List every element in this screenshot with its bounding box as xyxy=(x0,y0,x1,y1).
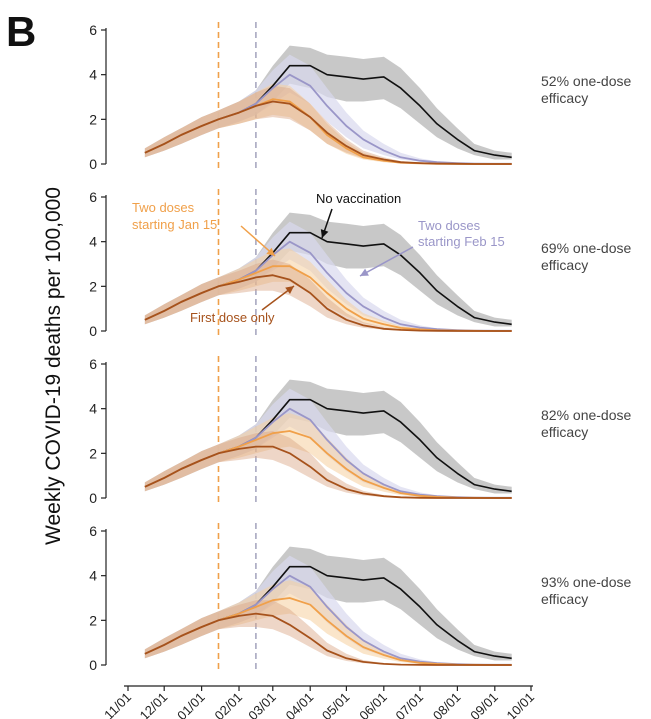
x-tick-label: 04/01 xyxy=(283,690,317,719)
arrow-no-vaccination-head xyxy=(320,229,329,238)
arrow-feb15-head xyxy=(360,268,369,276)
series-line-first-dose xyxy=(144,445,512,499)
annotation-no-vaccination: No vaccination xyxy=(316,191,401,206)
y-tick-label: 0 xyxy=(89,657,97,673)
efficacy-label-line1: 52% one-dose xyxy=(541,73,632,89)
y-tick-label: 4 xyxy=(89,67,97,83)
series-line-first-dose xyxy=(144,612,512,666)
band-feb15 xyxy=(144,221,512,331)
y-tick-label: 0 xyxy=(89,323,97,339)
efficacy-label-line1: 82% one-dose xyxy=(541,407,632,423)
x-axis: 11/01 12/01 01/01 02/01 03/01 04/01 05/01 06/01… xyxy=(101,685,538,719)
x-tick-label: 10/01 xyxy=(504,690,538,719)
band-first-dose xyxy=(144,259,512,331)
band-jan15 xyxy=(144,83,512,164)
y-tick-label: 6 xyxy=(89,189,97,205)
band-jan15 xyxy=(144,248,512,331)
y-axis-label: Weekly COVID-19 deaths per 100,000 xyxy=(42,187,65,545)
y-tick-label: 0 xyxy=(89,156,97,172)
y-tick-label: 6 xyxy=(89,356,97,372)
band-no-vaccination xyxy=(144,212,512,327)
efficacy-label-line2: efficacy xyxy=(541,257,588,273)
efficacy-label-line2: efficacy xyxy=(541,90,588,106)
x-tick-label: 05/01 xyxy=(319,690,353,719)
annotations: No vaccination Two doses starting Jan 15… xyxy=(132,191,505,325)
y-tick-label: 4 xyxy=(89,234,97,250)
y-tick-label: 6 xyxy=(89,22,97,38)
band-no-vaccination xyxy=(144,45,512,160)
band-no-vaccination xyxy=(144,379,512,494)
x-tick-label: 06/01 xyxy=(356,690,390,719)
annotation-jan15-line1: Two doses xyxy=(132,200,195,215)
efficacy-label-line1: 93% one-dose xyxy=(541,574,632,590)
x-tick-label: 03/01 xyxy=(245,690,279,719)
annotation-first-dose: First dose only xyxy=(190,310,275,325)
x-tick-label: 02/01 xyxy=(212,690,246,719)
efficacy-label-line2: efficacy xyxy=(541,591,588,607)
x-tick-label: 01/01 xyxy=(174,690,208,719)
y-tick-label: 2 xyxy=(89,278,97,294)
y-tick-label: 2 xyxy=(89,612,97,628)
x-tick-label: 11/01 xyxy=(101,690,134,719)
band-first-dose xyxy=(144,85,512,164)
annotation-arrows xyxy=(240,208,414,311)
x-tick-label: 07/01 xyxy=(392,690,426,719)
arrow-jan15-head xyxy=(266,247,275,256)
y-tick-label: 2 xyxy=(89,445,97,461)
annotation-feb15-line2: starting Feb 15 xyxy=(418,234,505,249)
band-jan15 xyxy=(144,580,512,665)
band-feb15 xyxy=(144,54,512,164)
x-tick-label: 09/01 xyxy=(467,690,501,719)
y-tick-label: 6 xyxy=(89,523,97,539)
x-tick-label: 12/01 xyxy=(137,690,171,719)
band-no-vaccination xyxy=(144,546,512,661)
band-jan15 xyxy=(144,413,512,498)
y-tick-label: 4 xyxy=(89,401,97,417)
annotation-jan15-line2: starting Jan 15 xyxy=(132,217,217,232)
x-tick-label: 08/01 xyxy=(430,690,464,719)
series-line-first-dose xyxy=(144,100,512,165)
y-tick-label: 2 xyxy=(89,111,97,127)
annotation-feb15-line1: Two doses xyxy=(418,218,481,233)
arrow-first-dose-head xyxy=(285,286,294,294)
panel-label: B xyxy=(6,8,36,55)
efficacy-label-line2: efficacy xyxy=(541,424,588,440)
arrow-feb15-shaft xyxy=(359,246,414,277)
y-tick-label: 4 xyxy=(89,568,97,584)
y-tick-label: 0 xyxy=(89,490,97,506)
series-line-first-dose xyxy=(144,274,512,332)
efficacy-label-line1: 69% one-dose xyxy=(541,240,632,256)
